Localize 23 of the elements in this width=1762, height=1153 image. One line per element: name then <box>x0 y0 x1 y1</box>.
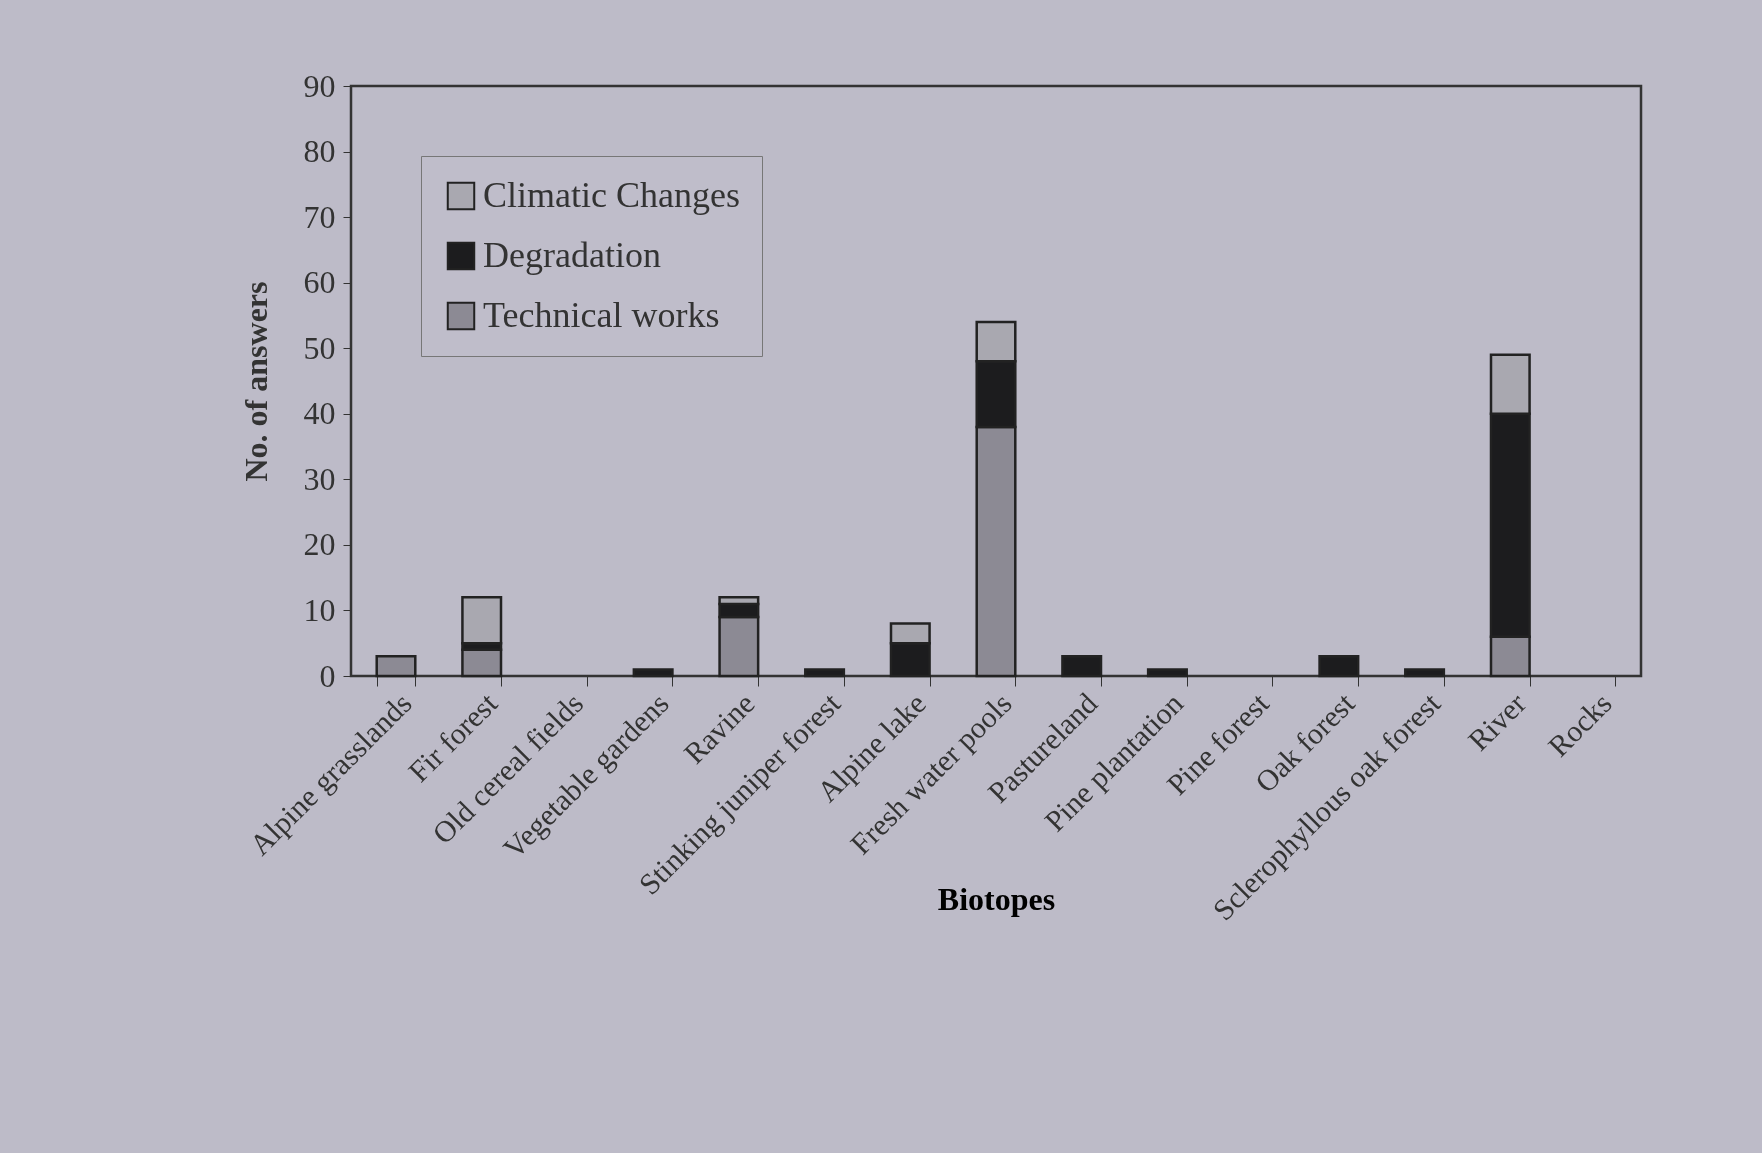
bar <box>1404 668 1446 678</box>
bar <box>804 668 846 678</box>
legend-label: Degradation <box>483 235 661 275</box>
y-tick-label: 20 <box>303 526 336 563</box>
y-tick-label: 50 <box>303 329 336 366</box>
bar <box>461 648 503 678</box>
legend-label: Technical works <box>483 295 720 335</box>
bar <box>1146 668 1188 678</box>
y-tick-label: 0 <box>319 657 336 694</box>
bar <box>1061 655 1103 678</box>
legend-label: Climatic Changes <box>483 175 740 215</box>
x-axis-title: Biotopes <box>937 880 1056 917</box>
y-tick-label: 40 <box>303 395 336 432</box>
y-tick-label: 90 <box>303 67 336 104</box>
bar <box>632 668 674 678</box>
y-tick-label: 30 <box>303 460 336 497</box>
bar <box>375 655 417 678</box>
y-tick-label: 10 <box>303 591 336 628</box>
y-axis-title: No. of answers <box>237 281 274 482</box>
y-tick-label: 80 <box>303 133 336 170</box>
y-tick-label: 60 <box>303 264 336 301</box>
bar <box>1318 655 1360 678</box>
y-tick-label: 70 <box>303 198 336 235</box>
